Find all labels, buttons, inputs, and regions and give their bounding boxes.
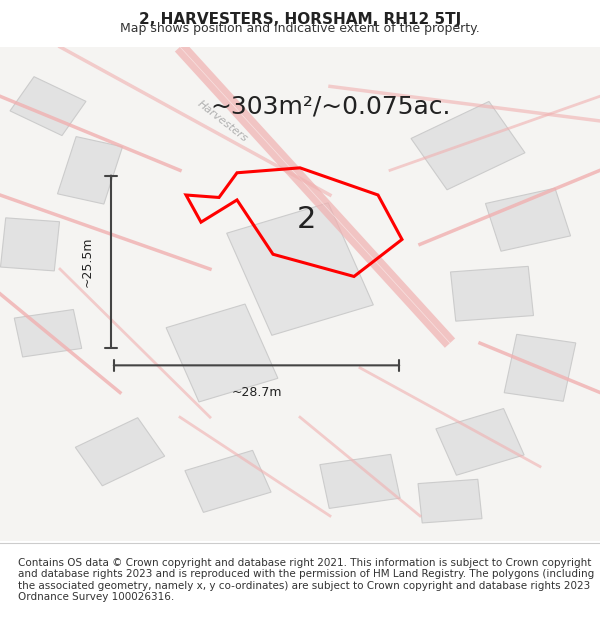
Text: 2, HARVESTERS, HORSHAM, RH12 5TJ: 2, HARVESTERS, HORSHAM, RH12 5TJ bbox=[139, 12, 461, 27]
Polygon shape bbox=[166, 304, 278, 402]
Polygon shape bbox=[10, 77, 86, 136]
Text: Contains OS data © Crown copyright and database right 2021. This information is : Contains OS data © Crown copyright and d… bbox=[18, 558, 594, 602]
Text: Harvesters: Harvesters bbox=[195, 98, 249, 144]
Text: ~28.7m: ~28.7m bbox=[231, 386, 282, 399]
Text: Map shows position and indicative extent of the property.: Map shows position and indicative extent… bbox=[120, 22, 480, 35]
Polygon shape bbox=[227, 203, 373, 335]
Polygon shape bbox=[451, 266, 533, 321]
Polygon shape bbox=[185, 451, 271, 512]
Text: 2: 2 bbox=[296, 205, 316, 234]
Polygon shape bbox=[14, 309, 82, 357]
Polygon shape bbox=[418, 479, 482, 523]
Polygon shape bbox=[411, 101, 525, 190]
Text: ~25.5m: ~25.5m bbox=[80, 236, 94, 287]
Polygon shape bbox=[504, 334, 576, 401]
Polygon shape bbox=[58, 137, 122, 204]
Polygon shape bbox=[1, 218, 59, 271]
Polygon shape bbox=[485, 188, 571, 251]
Polygon shape bbox=[76, 418, 164, 486]
Polygon shape bbox=[320, 454, 400, 508]
Polygon shape bbox=[436, 409, 524, 475]
Text: ~303m²/~0.075ac.: ~303m²/~0.075ac. bbox=[210, 94, 451, 118]
